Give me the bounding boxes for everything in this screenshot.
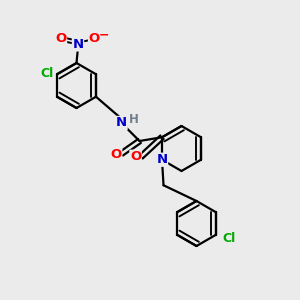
Text: Cl: Cl: [222, 232, 235, 245]
Text: O: O: [110, 148, 122, 161]
Text: O: O: [130, 150, 141, 163]
Text: N: N: [157, 153, 168, 166]
Text: N: N: [72, 38, 84, 51]
Text: O: O: [55, 32, 67, 45]
Text: H: H: [129, 113, 139, 126]
Text: N: N: [116, 116, 127, 130]
Text: −: −: [99, 28, 109, 41]
Text: Cl: Cl: [40, 67, 53, 80]
Text: O: O: [88, 32, 100, 45]
